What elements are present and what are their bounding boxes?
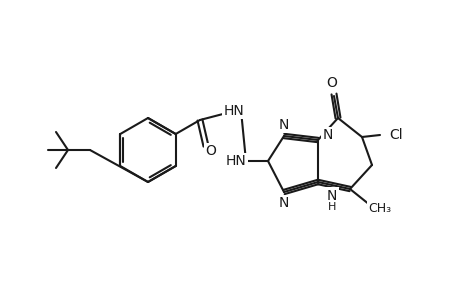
Text: HN: HN bbox=[223, 104, 244, 118]
Text: HN: HN bbox=[225, 154, 246, 168]
Text: Cl: Cl bbox=[388, 128, 402, 142]
Text: N: N bbox=[322, 128, 332, 142]
Text: N: N bbox=[326, 188, 336, 203]
Text: CH₃: CH₃ bbox=[368, 202, 391, 215]
Text: H: H bbox=[327, 202, 336, 212]
Text: O: O bbox=[326, 76, 337, 90]
Text: N: N bbox=[278, 196, 289, 210]
Text: O: O bbox=[205, 144, 216, 158]
Text: N: N bbox=[278, 118, 289, 132]
